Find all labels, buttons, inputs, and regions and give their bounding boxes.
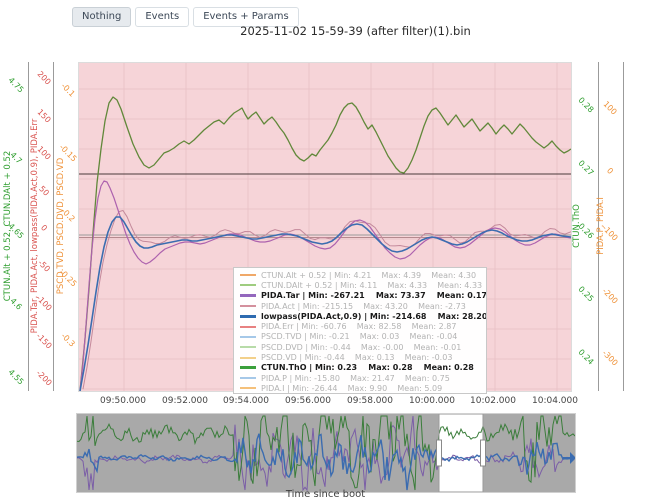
x-tick-label: 09:58.000 [347,396,393,406]
range-handle-right[interactable] [480,439,486,467]
legend-label: PIDA.Err | Min: -60.76 Max: 82.58 Mean: … [261,322,457,332]
legend-label: PIDA.P | Min: -15.80 Max: 21.47 Mean: 0.… [261,373,450,383]
legend-item-pscd-dvd[interactable]: PSCD.DVD | Min: -0.44 Max: -0.00 Mean: -… [240,342,486,352]
legend-swatch [240,284,256,287]
right_tho-tick-label: 0.24 [576,347,596,367]
x-tick-label: 09:56.000 [285,396,331,406]
legend-swatch [240,325,256,328]
left_alt-axis-title: CTUN.Alt + 0.52, CTUN.DAlt + 0.52 [3,150,13,302]
series-lowpass-pida-act-line [79,216,571,391]
range-mask-left[interactable] [77,414,439,492]
toolbar-button-events-params[interactable]: Events + Params [193,7,299,27]
right-axis-line-1 [598,62,599,391]
legend-swatch [240,387,256,390]
legend-swatch [240,356,256,359]
legend-label: PIDA.I | Min: -26.44 Max: 9.90 Mean: 5.0… [261,383,443,393]
left_pida-tick-label: 0 [39,223,49,233]
legend-label: CTUN.ThO | Min: 0.23 Max: 0.28 Mean: 0.2… [261,363,474,373]
left_pida-tick-label: -150 [34,330,54,351]
right_tho-tick-label: 0.25 [576,284,596,304]
range-slider[interactable] [76,413,576,493]
nav-series-green [76,415,576,491]
legend-item-pida-err[interactable]: PIDA.Err | Min: -60.76 Max: 82.58 Mean: … [240,321,486,331]
left_pida-tick-label: 200 [35,69,53,87]
legend-label: PSCD.DVD | Min: -0.44 Max: -0.00 Mean: -… [261,342,462,352]
page-title: 2025-11-02 15-59-39 (after filter)(1).bi… [240,24,471,38]
series-pida-tar-line [79,180,571,391]
annotation-mode-toolbar: Nothing Events Events + Params [72,7,299,27]
right_tho-axis-title: CTUN.ThO [572,204,582,248]
right_pid-tick-label: 0 [605,165,615,176]
legend-swatch [240,274,256,277]
legend-swatch [240,377,256,380]
x-tick-label: 10:04.000 [532,396,578,406]
range-handle-left[interactable] [436,439,442,467]
left_pida-axis-title: PIDA.Tar, PIDA.Act, lowpass(PIDA.Act,0.9… [30,118,40,334]
legend-label: PSCD.TVD | Min: -0.21 Max: 0.03 Mean: -0… [261,332,458,342]
right_pid-tick-label: 100 [601,99,619,117]
legend-label: CTUN.DAlt + 0.52 | Min: 4.11 Max: 4.33 M… [261,280,483,290]
left_pida-tick-label: -200 [34,368,54,388]
legend-label: lowpass(PIDA.Act,0.9) | Min: -214.68 Max… [261,311,487,321]
legend-swatch [240,314,256,318]
legend-label: PIDA.Tar | Min: -267.21 Max: 73.37 Mean:… [261,291,487,301]
legend-item-pscd-tvd[interactable]: PSCD.TVD | Min: -0.21 Max: 0.03 Mean: -0… [240,332,486,342]
legend-label: CTUN.Alt + 0.52 | Min: 4.21 Max: 4.39 Me… [261,270,477,280]
series-ctun-dalt-line [79,96,571,391]
left_pscd-axis-title: PSCD.TVD, PSCD.DVD, PSCD.VD [56,157,66,295]
right_pid-tick-label: -200 [600,285,620,306]
right_pid-tick-label: -300 [600,348,620,368]
left-axis-line-2 [53,62,54,391]
right_tho-tick-label: 0.28 [576,95,596,115]
range-selection[interactable] [438,413,484,493]
legend-item-ctun-tho[interactable]: CTUN.ThO | Min: 0.23 Max: 0.28 Mean: 0.2… [240,363,486,373]
legend-swatch [240,346,256,349]
legend-item-pida-p[interactable]: PIDA.P | Min: -15.80 Max: 21.47 Mean: 0.… [240,373,486,383]
left_pscd-tick-label: -0.3 [59,331,77,349]
left_pscd-tick-label: -0.1 [59,81,77,99]
legend-swatch [240,335,256,338]
legend-item-ctun-alt-0-52[interactable]: CTUN.Alt + 0.52 | Min: 4.21 Max: 4.39 Me… [240,270,486,280]
chart-legend: CTUN.Alt + 0.52 | Min: 4.21 Max: 4.39 Me… [233,267,487,394]
left-axis-line-1 [28,62,29,391]
legend-swatch [240,366,256,370]
x-tick-label: 10:00.000 [409,396,455,406]
x-tick-label: 09:54.000 [223,396,269,406]
x-tick-label: 09:50.000 [100,396,146,406]
left_alt-tick-label: 4.55 [6,367,26,387]
range-slider-chart [76,413,576,493]
right-axis-line-2 [623,62,624,391]
legend-item-pscd-vd[interactable]: PSCD.VD | Min: -0.44 Max: 0.13 Mean: -0.… [240,352,486,362]
legend-item-pida-tar[interactable]: PIDA.Tar | Min: -267.21 Max: 73.37 Mean:… [240,291,486,301]
legend-item-ctun-dalt-0-52[interactable]: CTUN.DAlt + 0.52 | Min: 4.11 Max: 4.33 M… [240,280,486,290]
right_tho-tick-label: 0.27 [576,158,596,178]
left_alt-tick-label: 4.75 [6,75,26,95]
legend-item-lowpass-pida-act-0-9-[interactable]: lowpass(PIDA.Act,0.9) | Min: -214.68 Max… [240,311,486,321]
legend-item-pida-act[interactable]: PIDA.Act | Min: -215.15 Max: 43.20 Mean:… [240,301,486,311]
legend-label: PSCD.VD | Min: -0.44 Max: 0.13 Mean: -0.… [261,353,453,363]
toolbar-button-nothing[interactable]: Nothing [72,7,132,27]
right_pid-axis-title: PIDA.P, PIDA.I [596,197,606,255]
x-axis-title: Time since boot [285,489,366,500]
nav-series-blue [76,433,576,491]
nav-arrow-icon [570,452,576,464]
x-tick-label: 10:02.000 [470,396,516,406]
legend-swatch [240,294,256,298]
legend-label: PIDA.Act | Min: -215.15 Max: 43.20 Mean:… [261,301,466,311]
toolbar-button-events[interactable]: Events [135,7,190,27]
legend-item-pida-i[interactable]: PIDA.I | Min: -26.44 Max: 9.90 Mean: 5.0… [240,383,486,393]
legend-swatch [240,305,256,308]
x-tick-label: 09:52.000 [162,396,208,406]
